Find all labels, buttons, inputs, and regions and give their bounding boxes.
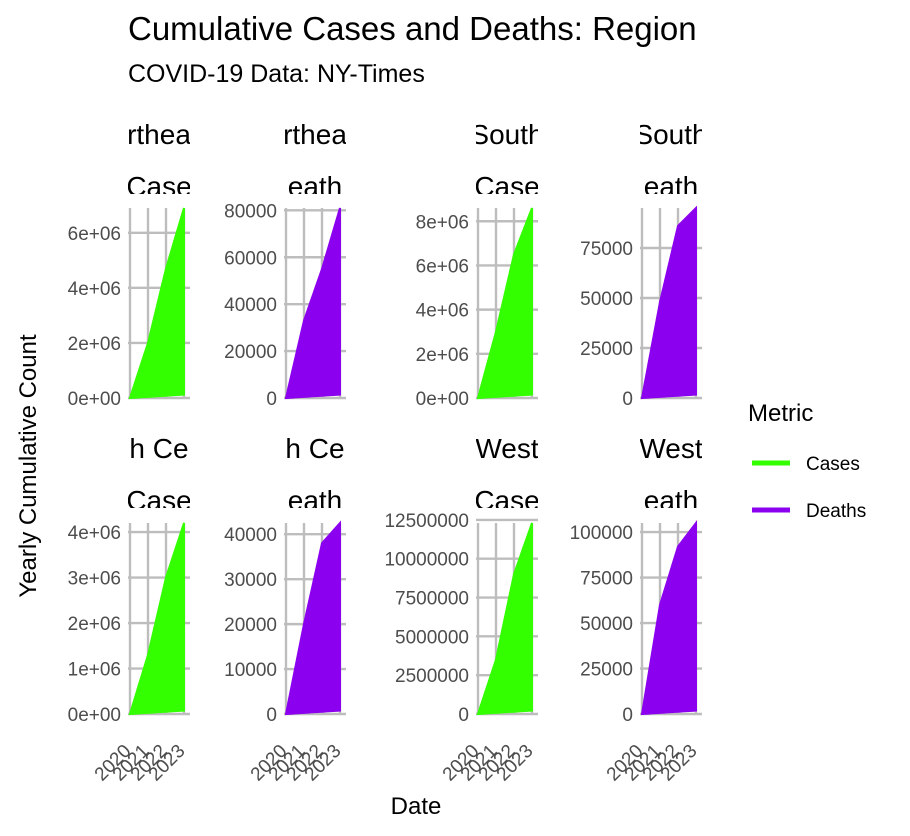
- y-tick-label: 50000: [580, 289, 633, 310]
- y-tick-label: 12500000: [384, 511, 469, 532]
- panel-northeast-deaths: rthea eath 0 20000 40000 60000 80000: [224, 119, 347, 410]
- y-tick-label: 25000: [580, 660, 633, 681]
- legend-label-cases: Cases: [806, 454, 860, 475]
- y-tick-label: 0e+00: [416, 389, 469, 410]
- y-tick-label: 0: [622, 389, 633, 410]
- strip-label-region: h Ce: [129, 433, 188, 464]
- panel-north-central-cases: h CeCase0e+001e+062e+063e+064e+062020202…: [68, 433, 191, 785]
- y-tick-label: 4e+06: [416, 301, 469, 322]
- strip-label-metric: Case: [474, 171, 539, 202]
- y-tick-label: 40000: [224, 525, 277, 546]
- legend: Metric Cases Deaths: [748, 400, 866, 522]
- area-deaths: [284, 207, 341, 400]
- strip-label-metric: eath: [288, 171, 343, 202]
- y-tick-label: 4e+06: [68, 279, 121, 300]
- y-tick-label: 4e+06: [68, 523, 121, 544]
- area-cases: [476, 522, 533, 716]
- y-tick-label: 20000: [224, 615, 277, 636]
- strip-label-metric: Case: [126, 171, 191, 202]
- panel-north-central-deaths: h Ceeath01000020000300004000020202021202…: [224, 433, 346, 785]
- y-tick-label: 2e+06: [416, 345, 469, 366]
- legend-label-deaths: Deaths: [806, 501, 866, 522]
- y-tick-label: 100000: [570, 523, 633, 544]
- y-tick-label: 3e+06: [68, 569, 121, 590]
- y-tick-label: 75000: [580, 239, 633, 260]
- y-tick-label: 8e+06: [416, 212, 469, 233]
- strip-label-region: South: [634, 119, 707, 150]
- y-tick-label: 2e+06: [68, 334, 121, 355]
- panel-west-deaths: Westeath02500050000750001000002020202120…: [570, 433, 702, 785]
- y-tick-label: 30000: [224, 570, 277, 591]
- strip-label-metric: Case: [126, 485, 191, 516]
- panel-west-cases: West Case 0 2500000 5000000 7500000 10000000 12…: [384, 433, 539, 785]
- y-axis-title: Yearly Cumulative Count: [15, 334, 42, 598]
- strip-label-metric: eath: [288, 485, 343, 516]
- y-tick-label: 0: [622, 705, 633, 726]
- panel-south-deaths: South eath 0 25000 50000 75000: [580, 119, 707, 410]
- y-tick-label: 20000: [224, 342, 277, 363]
- panel-northeast-cases: rthea Case 0e+00 2e+06 4e+06 6e+06: [68, 119, 191, 410]
- area-deaths: [285, 520, 341, 716]
- y-tick-label: 60000: [224, 248, 277, 269]
- strip-label-metric: Case: [474, 485, 539, 516]
- y-tick-label: 25000: [580, 339, 633, 360]
- y-tick-label: 40000: [224, 295, 277, 316]
- area-deaths: [640, 205, 697, 400]
- y-tick-label: 6e+06: [68, 224, 121, 245]
- strip-label-region: South: [470, 119, 543, 150]
- y-tick-label: 0e+00: [68, 389, 121, 410]
- panel-south-cases: South Case 0e+00 2e+06 4e+06 6e+06 8e+06: [416, 119, 543, 410]
- chart-subtitle: COVID-19 Data: NY-Times: [128, 60, 425, 88]
- area-cases: [476, 207, 533, 400]
- area-deaths: [640, 520, 697, 716]
- strip-label-metric: eath: [644, 171, 699, 202]
- strip-label-region: West: [475, 433, 538, 464]
- y-tick-label: 0: [266, 389, 277, 410]
- y-tick-label: 10000000: [384, 550, 469, 571]
- strip-label-metric: eath: [644, 485, 699, 516]
- x-axis-title: Date: [391, 793, 442, 820]
- area-cases: [128, 522, 185, 716]
- y-tick-label: 0e+00: [68, 705, 121, 726]
- y-tick-label: 80000: [224, 201, 277, 222]
- area-cases: [128, 207, 185, 400]
- y-tick-label: 10000: [224, 660, 277, 681]
- facet-panels: rthea Case 0e+00 2e+06 4e+06 6e+06 rthea eath 0 2…: [68, 119, 707, 785]
- strip-label-region: rthea: [127, 119, 191, 150]
- y-tick-label: 0: [266, 705, 277, 726]
- y-tick-label: 1e+06: [68, 660, 121, 681]
- y-tick-label: 2e+06: [68, 614, 121, 635]
- legend-title: Metric: [748, 400, 813, 427]
- strip-label-region: rthea: [283, 119, 347, 150]
- y-tick-label: 50000: [580, 614, 633, 635]
- chart-title: Cumulative Cases and Deaths: Region: [128, 10, 697, 47]
- y-tick-label: 0: [458, 705, 469, 726]
- y-tick-label: 7500000: [395, 589, 469, 610]
- strip-label-region: West: [639, 433, 702, 464]
- y-tick-label: 2500000: [395, 666, 469, 687]
- y-tick-label: 75000: [580, 569, 633, 590]
- y-tick-label: 5000000: [395, 627, 469, 648]
- y-tick-label: 6e+06: [416, 256, 469, 277]
- strip-label-region: h Ce: [285, 433, 344, 464]
